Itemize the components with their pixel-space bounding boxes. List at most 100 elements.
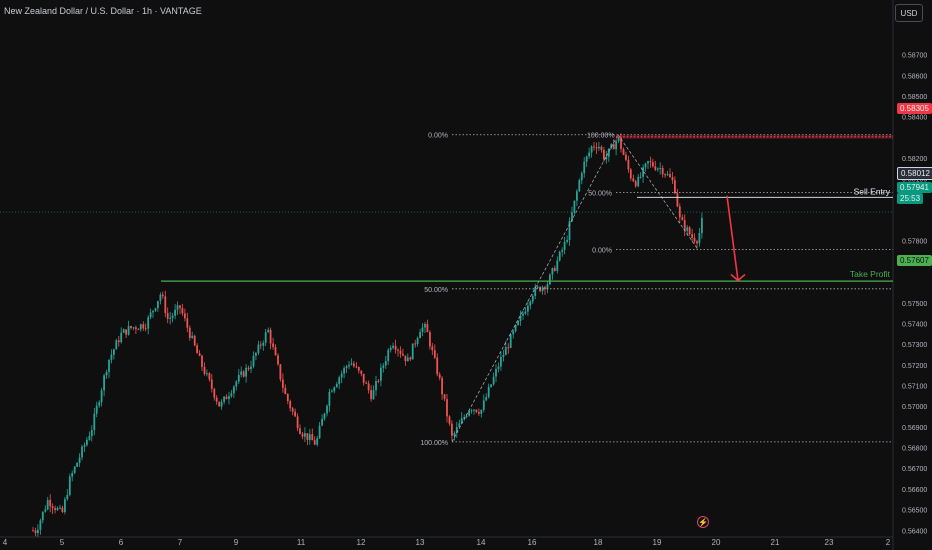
candle-body (522, 313, 524, 316)
candle-body (490, 384, 492, 387)
candle-body (196, 345, 198, 354)
candle-body (527, 305, 529, 312)
candle-body (406, 357, 409, 362)
candle-body (230, 393, 233, 397)
candle-body (338, 377, 341, 384)
candle-body (426, 323, 429, 333)
y-axis-tick-label: 0.57100 (902, 384, 927, 391)
candle-body (433, 350, 436, 358)
candle-body (34, 530, 37, 534)
candle-body (392, 345, 394, 348)
candle-body (304, 433, 306, 437)
currency-button[interactable]: USD (895, 4, 923, 22)
candle-body (443, 394, 446, 400)
x-axis-tick-label: 9 (234, 538, 239, 547)
candle-body (86, 439, 88, 446)
candle-body (210, 379, 213, 389)
candle-body (424, 323, 426, 328)
candle-body (365, 382, 368, 384)
candle-body (235, 381, 238, 387)
candle-body (451, 423, 453, 436)
fib-level-label: 0.00% (428, 133, 448, 140)
candle-body (39, 520, 42, 530)
candle-body (544, 287, 546, 290)
fib-trend-line (617, 134, 699, 250)
candle-body (149, 312, 152, 318)
candle-body (220, 401, 223, 407)
y-axis-tick-label: 0.58500 (902, 94, 927, 101)
candle-body (448, 416, 451, 424)
candle-body (507, 347, 510, 349)
candle-body (473, 409, 475, 411)
candle-body (233, 386, 235, 394)
candle-body (282, 379, 284, 388)
y-axis-tick-label: 0.56500 (902, 508, 927, 515)
candle-body (370, 390, 372, 400)
candle-body (693, 237, 696, 242)
candle-body (598, 146, 600, 149)
candle-body (558, 251, 561, 261)
candle-body (264, 332, 267, 343)
candle-body (629, 169, 632, 179)
candle-body (306, 433, 309, 440)
candle-body (279, 364, 282, 380)
candle-body (524, 311, 527, 314)
candle-body (671, 177, 674, 181)
candle-body (171, 315, 174, 318)
candle-body (612, 144, 615, 150)
y-axis-tick-label: 0.56900 (902, 425, 927, 432)
candle-body (372, 390, 375, 400)
candle-body (605, 156, 608, 160)
candle-body (458, 423, 461, 427)
x-axis-tick-label: 12 (357, 538, 366, 547)
candle-body (125, 329, 127, 335)
current-price-label: 0.57941 (897, 182, 932, 193)
y-axis-tick-label: 0.56600 (902, 487, 927, 494)
candle-body (536, 286, 539, 288)
candle-body (113, 349, 115, 355)
candle-body (500, 356, 502, 367)
candle-body (269, 329, 272, 344)
y-axis-tick-label: 0.56800 (902, 446, 927, 453)
candle-body (225, 396, 228, 400)
candle-body (308, 434, 311, 440)
y-axis-tick-label: 0.57200 (902, 363, 927, 370)
projection-arrow-head (730, 273, 746, 282)
x-axis-tick-label: 20 (712, 538, 721, 547)
candle-body (93, 413, 96, 430)
candle-body (88, 436, 91, 440)
candle-body (387, 350, 390, 361)
candle-body (32, 530, 34, 532)
candle-body (247, 367, 250, 370)
candle-body (568, 221, 571, 240)
candle-body (68, 476, 71, 495)
candle-body (240, 371, 243, 375)
candle-body (147, 317, 150, 329)
candle-body (585, 156, 588, 162)
candle-body (353, 363, 355, 367)
candle-body (296, 416, 299, 429)
y-axis-tick-label: 0.58400 (902, 115, 927, 122)
candle-body (90, 430, 93, 437)
candle-body (590, 146, 593, 153)
candle-body (259, 344, 262, 346)
x-axis-tick-label: 21 (771, 538, 780, 547)
replay-icon[interactable]: ⚡ (697, 516, 709, 528)
x-axis-tick-label: 7 (178, 538, 183, 547)
candle-body (326, 405, 328, 414)
candle-body (115, 340, 118, 350)
x-axis-tick-label: 5 (60, 538, 65, 547)
candle-body (578, 180, 581, 192)
fib-level-label: 100.00% (420, 440, 448, 447)
candle-body (176, 305, 179, 310)
candle-body (607, 148, 610, 157)
candle-body (203, 366, 206, 374)
x-axis-tick-label: 4 (3, 538, 8, 547)
candle-body (674, 180, 676, 194)
candle-body (509, 334, 512, 348)
candle-body (245, 367, 247, 377)
candle-body (553, 268, 556, 271)
candle-body (188, 327, 191, 338)
candle-body (289, 401, 292, 409)
